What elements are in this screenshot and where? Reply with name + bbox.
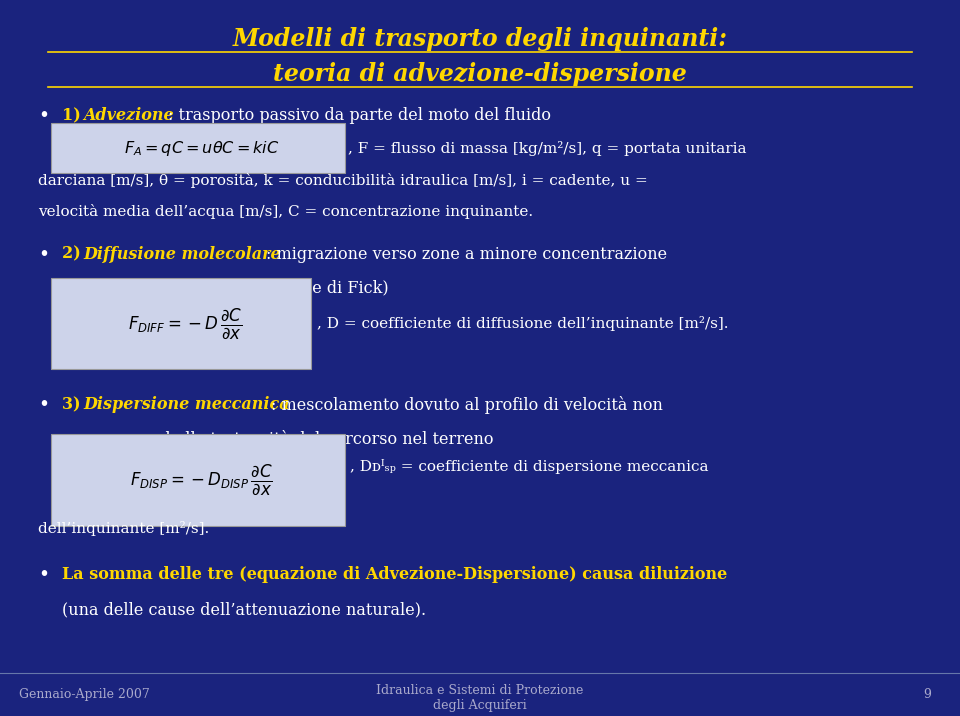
Text: , Dᴅᴵₛₚ = coefficiente di dispersione meccanica: , Dᴅᴵₛₚ = coefficiente di dispersione me… <box>350 460 708 474</box>
Text: Dispersione meccanica: Dispersione meccanica <box>84 396 290 413</box>
FancyBboxPatch shape <box>51 278 311 369</box>
Text: : trasporto passivo da parte del moto del fluido: : trasporto passivo da parte del moto de… <box>168 107 551 125</box>
Text: Idraulica e Sistemi di Protezione
degli Acquiferi: Idraulica e Sistemi di Protezione degli … <box>376 684 584 712</box>
Text: velocità media dell’acqua [m/s], C = concentrazione inquinante.: velocità media dell’acqua [m/s], C = con… <box>38 204 534 218</box>
Text: dell’inquinante [m²/s].: dell’inquinante [m²/s]. <box>38 521 209 536</box>
Text: Advezione: Advezione <box>84 107 174 125</box>
Text: $F_A = qC = u\theta C = kiC$: $F_A = qC = u\theta C = kiC$ <box>124 139 279 158</box>
Text: : mescolamento dovuto al profilo di velocità non: : mescolamento dovuto al profilo di velo… <box>271 395 662 414</box>
Text: 1): 1) <box>62 107 86 125</box>
Text: , F = flusso di massa [kg/m²/s], q = portata unitaria: , F = flusso di massa [kg/m²/s], q = por… <box>348 141 747 155</box>
Text: Gennaio-Aprile 2007: Gennaio-Aprile 2007 <box>19 688 150 701</box>
Text: dovuta ai moti browniani (legge di Fick): dovuta ai moti browniani (legge di Fick) <box>62 280 389 297</box>
Text: (una delle cause dell’attenuazione naturale).: (una delle cause dell’attenuazione natur… <box>62 601 426 619</box>
Text: •: • <box>38 107 50 125</box>
Text: 3): 3) <box>62 396 86 413</box>
FancyBboxPatch shape <box>51 123 345 173</box>
Text: 9: 9 <box>924 688 931 701</box>
Text: •: • <box>38 245 50 263</box>
Text: darciana [m/s], θ = porosità, k = conducibilità idraulica [m/s], i = cadente, u : darciana [m/s], θ = porosità, k = conduc… <box>38 173 648 188</box>
Text: $F_{DIFF} = -D\,\dfrac{\partial C}{\partial x}$: $F_{DIFF} = -D\,\dfrac{\partial C}{\part… <box>128 306 242 341</box>
Text: Modelli di trasporto degli inquinanti:: Modelli di trasporto degli inquinanti: <box>232 27 728 52</box>
Text: omogeneo ed alla tortuosità del percorso nel terreno: omogeneo ed alla tortuosità del percorso… <box>62 430 493 448</box>
Text: La somma delle tre (equazione di Advezione-Dispersione) causa diluizione: La somma delle tre (equazione di Advezio… <box>62 566 728 583</box>
FancyBboxPatch shape <box>51 434 345 526</box>
Text: : migrazione verso zone a minore concentrazione: : migrazione verso zone a minore concent… <box>266 246 667 263</box>
Text: $F_{DISP} = -D_{DISP}\,\dfrac{\partial C}{\partial x}$: $F_{DISP} = -D_{DISP}\,\dfrac{\partial C… <box>131 463 273 497</box>
Text: teoria di advezione-dispersione: teoria di advezione-dispersione <box>274 62 686 87</box>
Text: •: • <box>38 395 50 414</box>
Text: , D = coefficiente di diffusione dell’inquinante [m²/s].: , D = coefficiente di diffusione dell’in… <box>317 316 729 331</box>
Text: •: • <box>38 565 50 584</box>
Text: Diffusione molecolare: Diffusione molecolare <box>84 246 281 263</box>
Text: 2): 2) <box>62 246 86 263</box>
